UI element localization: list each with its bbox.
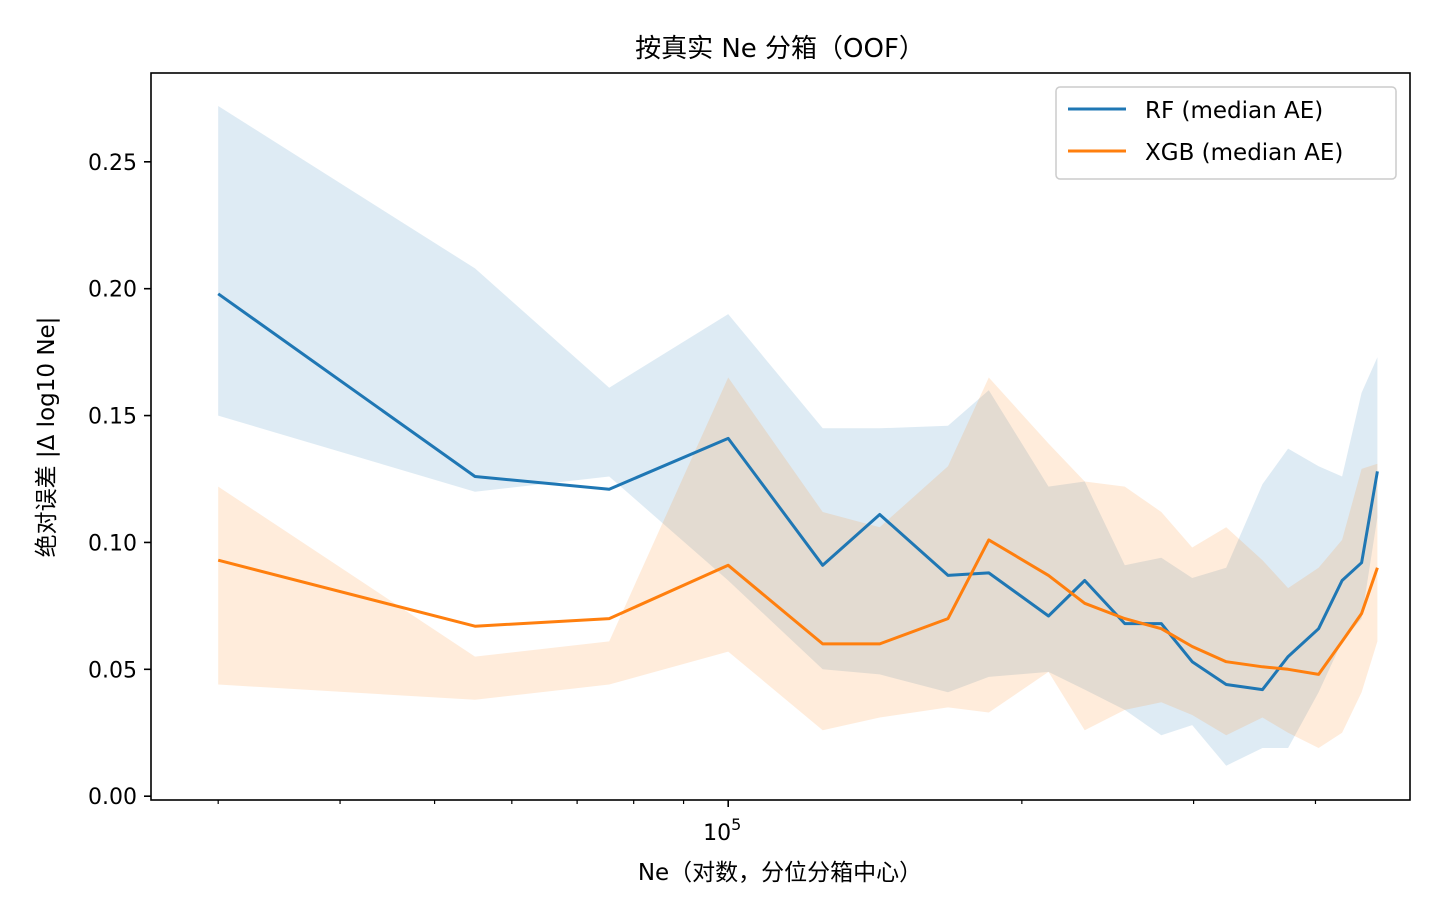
band-xgb [218,377,1378,748]
line-rf [217,292,1379,692]
y-tick-label: 0.15 [88,405,137,430]
y-tick-label: 0.25 [88,151,137,176]
legend-label-rf: RF (median AE) [1145,98,1323,124]
band-rf [218,106,1378,766]
x-axis-label: Ne（对数，分位分箱中心） [638,860,922,886]
y-tick-label: 0.20 [88,278,137,303]
y-tick-label: 0.00 [88,785,137,810]
legend-label-xgb: XGB (median AE) [1145,140,1343,166]
y-tick-label: 0.10 [88,531,137,556]
y-axis: 0.00 0.05 0.10 0.15 0.20 0.25 [88,151,151,810]
chart-title: 按真实 Ne 分箱（OOF） [635,34,925,64]
y-axis-label: 绝对误差 |Δ log10 Ne| [34,317,60,558]
legend: RF (median AE) XGB (median AE) [1055,86,1397,180]
legend-box [1055,86,1397,180]
y-tick-label: 0.05 [88,658,137,683]
line-xgb [217,538,1379,676]
confidence-bands [218,106,1378,766]
series-lines [217,292,1379,692]
plot-frame [150,72,1411,801]
